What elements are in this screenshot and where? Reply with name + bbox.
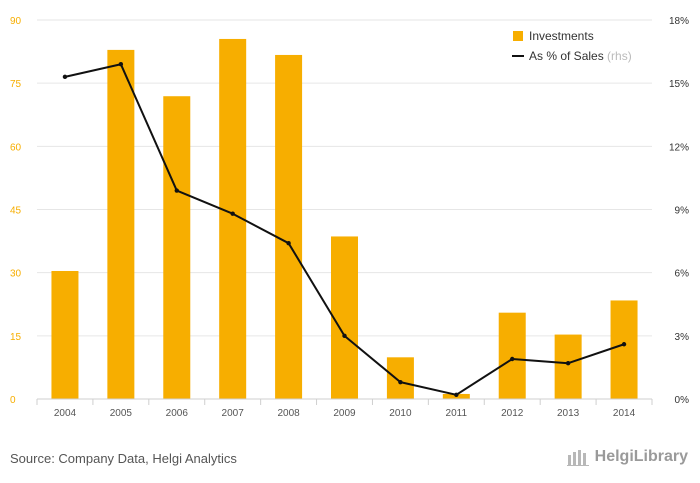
left-tick-label: 75 [10,79,22,90]
bar [610,300,638,399]
bar [554,334,582,399]
x-axis: 2004 2005 2006 2007 2008 2009 2010 2011 2012 2013… [36,398,653,419]
legend-swatch-investments [513,31,523,41]
chart: 0 15 30 45 60 75 90 0% 3% 6% 9% 12% 15% 18% 2004 2005… [10,16,689,419]
library-icon [566,450,589,466]
right-tick-label: 6% [675,269,690,280]
bar [498,312,526,399]
line-point [62,74,68,80]
right-tick-label: 3% [675,332,690,343]
left-tick-label: 15 [10,332,22,343]
legend-label-sales-ratio: As % of Sales (rhs) [529,49,632,63]
x-tick-label: 2009 [333,408,356,419]
bar [51,270,79,399]
x-tick-label: 2006 [166,408,189,419]
left-tick-label: 45 [10,206,22,217]
bar [275,54,303,400]
x-tick-label: 2007 [222,408,245,419]
legend-label-investments: Investments [529,29,594,43]
line-point [286,240,291,246]
line-point [342,333,347,339]
x-tick-label: 2004 [54,408,77,419]
line-series [62,62,627,397]
line-point [510,356,515,362]
right-axis: 0% 3% 6% 9% 12% 15% 18% [669,16,689,406]
bar [107,49,135,399]
x-tick-label: 2010 [389,408,412,419]
right-tick-label: 18% [669,16,689,27]
x-tick-label: 2012 [501,408,524,419]
right-tick-label: 0% [675,395,690,406]
brand-text: HelgiLibrary [594,448,688,465]
line-point [454,392,459,397]
line-point [174,188,179,193]
left-tick-label: 90 [10,16,22,27]
x-tick-label: 2011 [446,408,468,419]
bar [331,236,358,399]
left-tick-label: 60 [10,142,22,153]
bar [163,96,191,400]
right-tick-label: 9% [675,206,690,217]
left-tick-label: 0 [10,395,16,406]
line-point [230,211,235,216]
brand-logo: HelgiLibrary [566,448,688,466]
bar-series [51,38,638,400]
x-tick-label: 2005 [110,408,133,419]
line-point [398,379,403,385]
left-tick-label: 30 [10,269,22,280]
legend-label-sales-ratio-suffix: (rhs) [607,49,632,63]
left-axis: 0 15 30 45 60 75 90 [10,16,22,406]
bar [386,357,414,399]
legend: Investments As % of Sales (rhs) [512,29,632,63]
line-point [565,361,571,366]
x-tick-label: 2014 [613,408,636,419]
right-tick-label: 15% [669,79,689,90]
x-tick-label: 2013 [557,408,580,419]
line-point [118,62,124,67]
right-tick-label: 12% [669,142,689,153]
line-point [621,342,627,347]
x-tick-label: 2008 [277,408,300,419]
source-note: Source: Company Data, Helgi Analytics [10,451,237,466]
